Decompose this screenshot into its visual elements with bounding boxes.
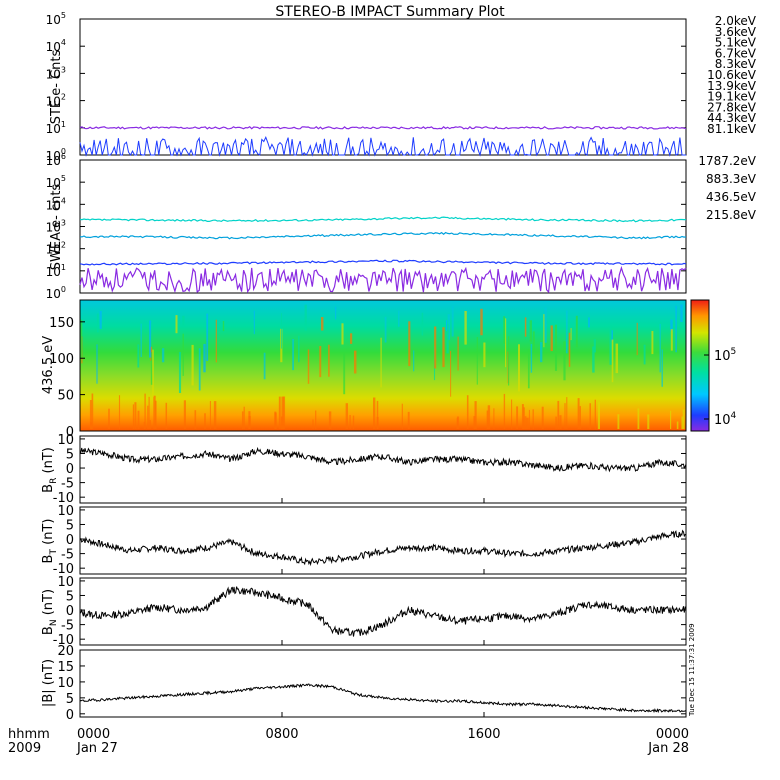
- y-tick-label: 0: [66, 708, 74, 723]
- y-tick-label: 20: [57, 644, 74, 659]
- plot-title: STEREO-B IMPACT Summary Plot: [275, 4, 505, 20]
- y-tick-label: 106: [46, 152, 66, 168]
- y-tick-label: 5: [66, 589, 74, 604]
- time-axis-year-label: 2009: [8, 741, 41, 756]
- x-tick-date-label: Jan 28: [647, 741, 689, 756]
- ste-legend-item: 5.1keV: [715, 36, 757, 50]
- series-line: [79, 216, 687, 223]
- br-series-line: [79, 446, 687, 473]
- pad-panel: 0 50 100 150 436.5 eV 105 104: [41, 299, 737, 440]
- y-tick-label: -10: [53, 562, 74, 577]
- ste-legend-item: 13.9keV: [707, 79, 757, 93]
- br-ylabel: BR (nT): [41, 447, 59, 493]
- x-tick-label: 0800: [265, 727, 298, 742]
- bmag-frame: [79, 649, 687, 718]
- bn-series-line: [79, 586, 687, 637]
- series-line: [79, 125, 687, 130]
- x-tick-label: 0000: [77, 727, 110, 742]
- bt-ylabel: BT (nT): [41, 519, 59, 564]
- y-tick-label: 150: [49, 316, 74, 331]
- colorbar-label-1e4: 104: [714, 411, 737, 428]
- series-line: [79, 136, 686, 157]
- timestamp-label: Tue Dec 15 11:37:31 2009: [688, 623, 696, 717]
- y-tick-label: -5: [61, 548, 74, 563]
- colorbar-label-1e5: 105: [714, 347, 736, 364]
- ste-legend: 2.0keV3.6keV5.1keV6.7keV8.3keV10.6keV13.…: [707, 14, 757, 136]
- ste-legend-item: 3.6keV: [715, 25, 757, 39]
- y-tick-label: 5: [66, 692, 74, 707]
- pad-spectrogram-streaks: [80, 304, 685, 429]
- y-tick-label: -5: [61, 477, 74, 492]
- bn-frame: [79, 577, 687, 646]
- bmag-series-line: [79, 683, 687, 714]
- ste-legend-item: 8.3keV: [715, 57, 757, 71]
- ste-ylabel: STE e- Cnts: [49, 49, 64, 124]
- swea-legend-item: 436.5eV: [706, 190, 757, 204]
- y-tick-label: 5: [66, 447, 74, 462]
- y-tick-label: 10: [57, 504, 74, 519]
- br-frame: [79, 435, 687, 504]
- y-tick-label: 10: [57, 575, 74, 590]
- x-tick-date-label: Jan 27: [76, 741, 118, 756]
- swea-legend-item: 215.8eV: [706, 208, 757, 222]
- ste-legend-item: 27.8keV: [707, 100, 757, 114]
- series-line: [79, 231, 687, 240]
- swea-legend-item: 883.3eV: [706, 172, 757, 186]
- ste-legend-item: 19.1keV: [707, 90, 757, 104]
- bn-ylabel: BN (nT): [41, 589, 59, 635]
- y-tick-label: -10: [53, 491, 74, 506]
- x-tick-label: 1600: [467, 727, 500, 742]
- y-tick-label: 50: [57, 389, 74, 404]
- ste-legend-item: 6.7keV: [715, 46, 757, 60]
- swea-legend-item: 1787.2eV: [698, 154, 756, 168]
- colorbar: [690, 299, 710, 432]
- y-tick-label: 0: [66, 533, 74, 548]
- series-line: [79, 265, 687, 294]
- y-tick-label: 15: [57, 660, 74, 675]
- y-tick-label: 105: [46, 11, 66, 27]
- ste-legend-item: 81.1keV: [707, 122, 757, 136]
- y-tick-label: 100: [49, 352, 74, 367]
- ste-frame: [79, 18, 687, 156]
- time-axis-hhmm-label: hhmm: [8, 727, 50, 742]
- y-tick-label: -10: [53, 633, 74, 648]
- bt-series-line: [79, 529, 687, 567]
- bt-frame: [79, 506, 687, 575]
- bmag-ylabel: |B| (nT): [41, 659, 56, 707]
- swea-legend: 1787.2eV 883.3eV 436.5eV 215.8eV: [698, 154, 756, 222]
- ste-legend-item: 44.3keV: [707, 111, 757, 125]
- pad-ylabel: 436.5 eV: [41, 336, 56, 394]
- pad-frame: [79, 299, 687, 432]
- y-tick-label: 10: [57, 433, 74, 448]
- ste-legend-item: 10.6keV: [707, 68, 757, 82]
- y-tick-label: 10: [57, 676, 74, 691]
- x-tick-label: 0000: [656, 727, 689, 742]
- swea-ylabel: SWEA e- cnts: [49, 184, 64, 271]
- y-tick-label: -5: [61, 619, 74, 634]
- ste-legend-item: 2.0keV: [715, 14, 757, 28]
- y-tick-label: 0: [66, 462, 74, 477]
- y-tick-label: 100: [46, 285, 66, 301]
- y-tick-label: 0: [66, 604, 74, 619]
- series-line: [79, 259, 687, 266]
- y-tick-label: 0: [66, 425, 74, 440]
- y-tick-label: 5: [66, 518, 74, 533]
